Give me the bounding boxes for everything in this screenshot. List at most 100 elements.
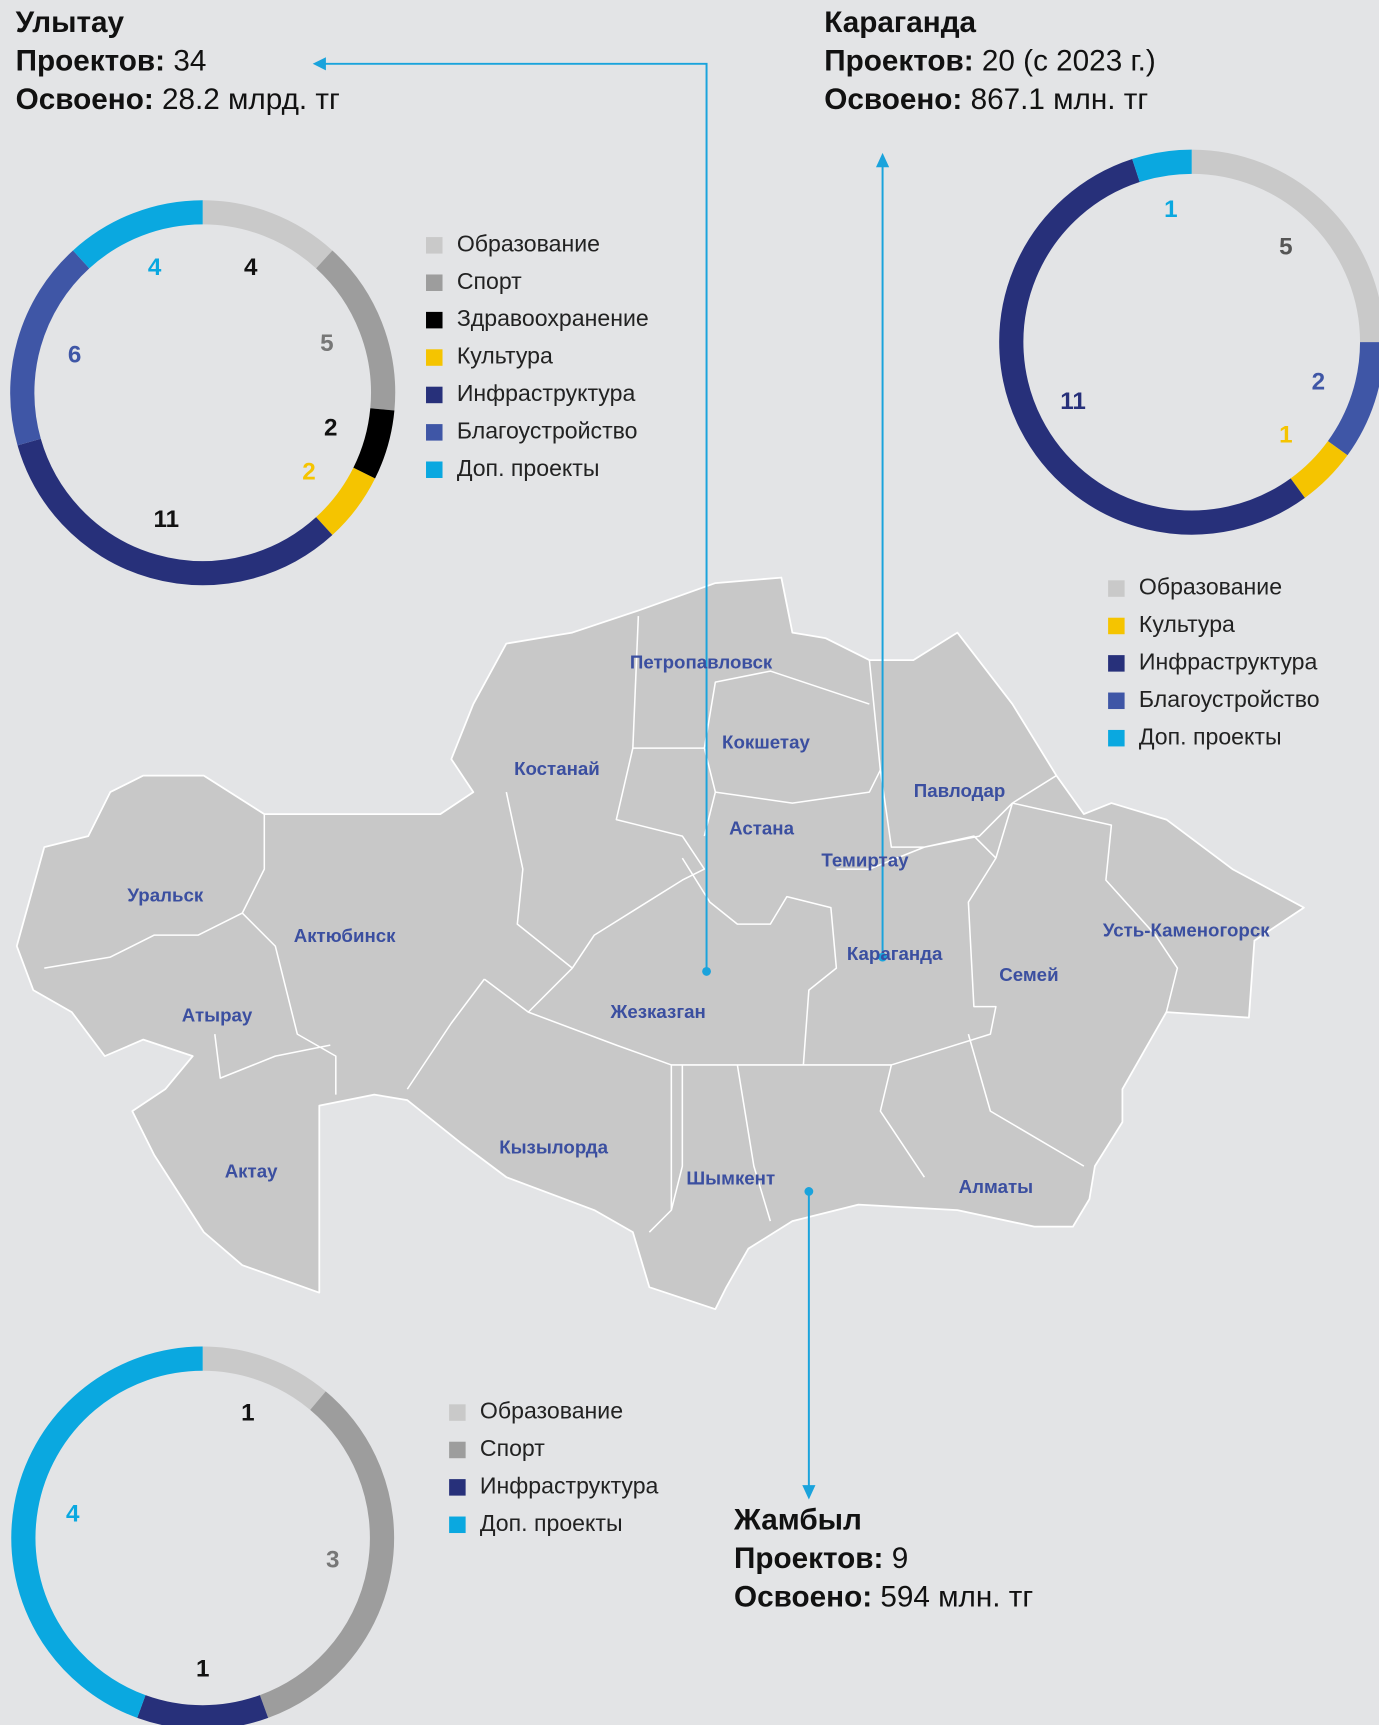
info-value: 9: [892, 1542, 909, 1575]
segment-label: 1: [1164, 196, 1177, 223]
legend-label: Инфраструктура: [457, 380, 636, 406]
legend-swatch: [1108, 655, 1125, 672]
donut-segment: [17, 438, 333, 586]
donut-segment: [202, 200, 333, 269]
region-info: Освоено: 594 млн. тг: [734, 1580, 1033, 1613]
legend-swatch: [426, 311, 443, 329]
info-value: 867.1 млн. тг: [971, 83, 1149, 116]
city-label: Петропавловск: [630, 651, 773, 672]
info-value: 594 млн. тг: [880, 1580, 1033, 1613]
donut-segment: [10, 250, 90, 446]
region-info: Проектов: 34: [16, 45, 207, 78]
region-borders: [44, 616, 1179, 1233]
legend-label: Благоустройство: [457, 417, 638, 443]
legend-swatch: [426, 274, 443, 291]
legend-label: Здравоохранение: [457, 305, 649, 331]
info-value: 28.2 млрд. тг: [162, 83, 340, 116]
info-value: 20 (с 2023 г.): [982, 45, 1156, 78]
legend-swatch: [449, 1404, 466, 1421]
legend-swatch: [449, 1516, 466, 1534]
legend-swatch: [426, 237, 443, 254]
city-label: Усть-Каменогорск: [1103, 920, 1270, 941]
city-label: Жезказган: [609, 1001, 705, 1022]
info-value: 34: [173, 45, 206, 78]
arrow-head: [312, 57, 326, 71]
city-label: Темиртау: [821, 849, 909, 870]
legend-label: Инфраструктура: [1139, 648, 1318, 674]
legend-label: Доп. проекты: [480, 1510, 623, 1536]
info-label: Проектов:: [734, 1542, 883, 1575]
country-shape: [15, 576, 1305, 1311]
city-label: Караганда: [847, 943, 943, 964]
city-label: Уральск: [127, 885, 203, 906]
legend-label: Спорт: [457, 268, 522, 294]
legend-label: Культура: [457, 343, 553, 369]
donut-segment: [999, 159, 1305, 535]
legend-swatch: [1108, 617, 1125, 635]
leader-dot: [804, 1187, 814, 1196]
city-label: Костанай: [514, 758, 600, 779]
donut-segment: [202, 1346, 326, 1411]
arrow-head: [802, 1485, 816, 1500]
segment-label: 1: [1279, 422, 1292, 449]
donut-segment: [11, 1346, 203, 1718]
info-label: Проектов:: [16, 45, 165, 78]
legend-swatch: [1108, 580, 1125, 597]
legend-label: Образование: [457, 230, 600, 256]
city-label: Семей: [999, 964, 1058, 985]
segment-label: 4: [66, 1500, 80, 1527]
region-info: Освоено: 28.2 млрд. тг: [16, 83, 340, 116]
region-title: Улытау: [16, 6, 125, 39]
region-info: Освоено: 867.1 млн. тг: [824, 83, 1148, 116]
region-info: Проектов: 9: [734, 1542, 908, 1575]
region-title: Караганда: [824, 6, 976, 39]
region-info: Проектов: 20 (с 2023 г.): [824, 45, 1156, 78]
segment-label: 4: [244, 254, 258, 281]
city-label: Атырау: [182, 1004, 253, 1025]
donut-segment: [353, 407, 395, 479]
legend-swatch: [426, 424, 443, 441]
donut-segment: [1132, 149, 1192, 183]
segment-label: 2: [302, 458, 315, 485]
city-label: Астана: [729, 817, 794, 838]
leaders: [312, 57, 890, 1500]
city-label: Кызылорда: [499, 1136, 608, 1157]
legend-swatch: [1108, 692, 1125, 710]
city-label: Шымкент: [686, 1167, 775, 1188]
segment-label: 5: [320, 330, 333, 357]
info-label: Проектов:: [824, 45, 973, 78]
segment-label: 1: [196, 1655, 209, 1682]
donut-segment: [137, 1695, 269, 1725]
segment-label: 1: [241, 1399, 254, 1426]
donut-segment: [259, 1391, 395, 1718]
segment-label: 3: [326, 1546, 339, 1573]
info-label: Освоено:: [734, 1580, 872, 1613]
map: [15, 576, 1305, 1311]
donut-segment: [1290, 440, 1348, 498]
legend-label: Образование: [1139, 574, 1282, 600]
legend-swatch: [1108, 729, 1125, 747]
city-label: Актау: [225, 1161, 278, 1182]
segment-label: 6: [68, 342, 81, 369]
segment-label: 2: [1312, 369, 1325, 396]
city-label: Павлодар: [914, 780, 1006, 801]
legend-label: Спорт: [480, 1435, 545, 1461]
segment-label: 4: [148, 254, 162, 281]
city-label: Алматы: [959, 1176, 1033, 1197]
legend-swatch: [426, 386, 443, 404]
legend-label: Культура: [1139, 611, 1235, 637]
info-label: Освоено:: [824, 83, 962, 116]
legend-swatch: [449, 1441, 466, 1459]
legend-label: Доп. проекты: [1139, 723, 1282, 749]
segment-label: 11: [153, 506, 179, 533]
legend-swatch: [449, 1479, 466, 1496]
legend-swatch: [426, 349, 443, 366]
donut-segment: [72, 200, 203, 269]
info-label: Освоено:: [16, 83, 154, 116]
arrow-head: [875, 152, 890, 168]
leader-line: [321, 62, 708, 972]
leader-dot: [702, 967, 711, 976]
donut-segment: [315, 467, 376, 536]
